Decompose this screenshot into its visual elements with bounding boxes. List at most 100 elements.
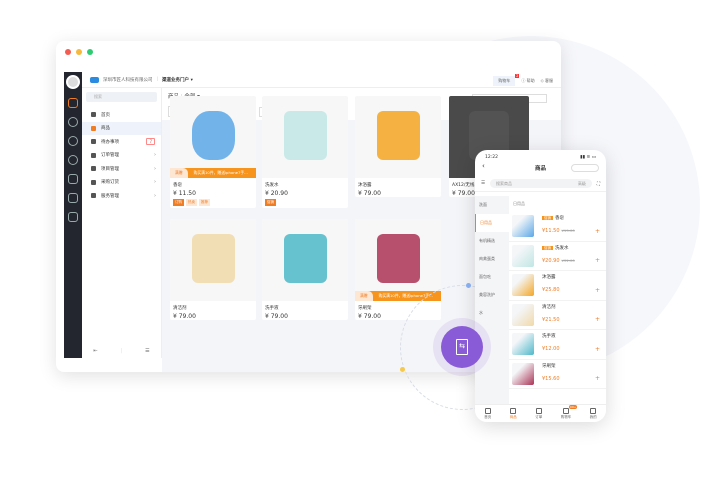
product-tags: 订购 热卖 推荐 (170, 197, 256, 208)
product-shape (191, 110, 235, 160)
tab-cart[interactable]: 购物车 99+ (560, 405, 578, 422)
category-item[interactable]: 面包吃 (479, 274, 491, 279)
product-tag: 推荐 (199, 199, 210, 206)
sidebar-item-label: 项目管理 (101, 166, 119, 172)
tab-home[interactable]: 首页 (484, 405, 491, 422)
tab-profile[interactable]: 我的 (590, 405, 597, 422)
price: ¥12.00 (542, 346, 560, 352)
tab-label: 购物车 (560, 415, 572, 419)
avatar[interactable] (66, 75, 80, 89)
product-tag: 订购 (173, 199, 184, 206)
phone-product-item[interactable]: 促销 洗发水 ¥20.90 ¥32.00 + (509, 242, 606, 271)
phone-title: 商品 (534, 166, 546, 172)
phone-product-item[interactable]: 洗手液 ¥12.00 + (509, 330, 606, 360)
close-dot[interactable] (65, 49, 71, 55)
product-thumbnail (512, 215, 534, 237)
decorative-dot (466, 283, 471, 288)
add-to-cart-icon[interactable]: + (594, 375, 600, 382)
todo-badge: 7 (146, 138, 155, 146)
add-to-cart-icon[interactable]: + (594, 316, 600, 323)
phone-product-name: 洗发水 (555, 245, 569, 251)
advanced-search-button[interactable]: 高级 (577, 180, 586, 186)
product-card[interactable]: 满赠 购买满10件，赠送iphone7手... 牙刷架 ¥ 79.00 (355, 219, 441, 320)
add-to-cart-icon[interactable]: + (594, 257, 600, 264)
service-button[interactable]: ◇ 客服 (540, 78, 553, 83)
phone-product-item[interactable]: 促销 香皂 ¥11.50 ¥15.00 + (509, 212, 606, 242)
product-card[interactable]: 满赠 购买满10件，赠送iphone7手... 香皂 ¥ 11.50 订购 热卖 推荐 (170, 96, 256, 208)
add-to-cart-icon[interactable]: + (594, 286, 600, 294)
chevron-right-icon: › (154, 165, 156, 172)
product-card[interactable]: 沐浴露 ¥ 79.00 (355, 96, 441, 197)
category-item[interactable]: 水 (479, 310, 483, 315)
grid-icon[interactable] (68, 212, 78, 222)
price: ¥25.80 (542, 287, 560, 293)
phone-search-input[interactable]: 搜索商品 高级 (490, 179, 592, 188)
menu-icon[interactable]: ☰ (481, 181, 486, 186)
maximize-dot[interactable] (87, 49, 93, 55)
menu-item-icon (91, 179, 96, 185)
sidebar: 搜索 首页 商品 待办事项 7 订单管理 › 项目管理 › 采购订货 › 服务管理 › ⇤ | ☰ (82, 88, 162, 358)
coin-icon[interactable] (68, 155, 78, 165)
product-price: ¥ 79.00 (358, 313, 381, 320)
phone-product-name: 香皂 (555, 216, 564, 221)
collapse-icon[interactable]: ⇤ (93, 348, 98, 354)
add-to-cart-icon[interactable]: + (594, 227, 600, 235)
convert-button[interactable]: ⇆ (441, 326, 483, 368)
category-item[interactable]: 美容洗护 (479, 292, 495, 297)
sidebar-item[interactable]: 服务管理 › (82, 189, 161, 203)
tab-goods[interactable]: 商品 (510, 405, 517, 422)
cart-badge: 2 (515, 74, 520, 78)
chat-icon[interactable] (68, 117, 78, 127)
help-button[interactable]: ⓘ 帮助 (521, 78, 535, 83)
status-time: 12:22 (485, 155, 498, 160)
sidebar-item-label: 商品 (101, 126, 110, 132)
product-card[interactable]: 清洁剂 ¥ 79.00 (170, 219, 256, 320)
check-icon[interactable] (68, 136, 78, 146)
category-item[interactable]: 有机精选 (479, 238, 495, 243)
phone-product-item[interactable]: 清洁剂 ¥21.50 + (509, 301, 606, 330)
phone-search-row: ☰ 搜索商品 高级 ⛶ (475, 176, 606, 192)
promo-tag: 促销 (542, 216, 553, 220)
menu-icon[interactable]: ☰ (145, 348, 150, 354)
phone-product-name: 牙刷架 (542, 363, 556, 369)
box-icon[interactable] (68, 193, 78, 203)
phone-product-item[interactable]: 沐浴露 ¥25.80 + (509, 271, 606, 301)
store-icon[interactable] (68, 98, 78, 108)
capsule-menu[interactable] (571, 164, 599, 172)
menu-item-icon (91, 112, 96, 118)
category-item[interactable]: 日用品 (475, 214, 509, 232)
product-shape (376, 110, 420, 160)
chart-icon[interactable] (68, 174, 78, 184)
sidebar-item-label: 订单管理 (101, 153, 119, 159)
tab-order[interactable]: 订单 (535, 405, 542, 422)
minimize-dot[interactable] (76, 49, 82, 55)
back-icon[interactable]: ‹ (482, 162, 485, 170)
sidebar-item[interactable]: 商品 (82, 121, 161, 135)
sidebar-item[interactable]: 订单管理 › (82, 149, 161, 163)
phone-product-name: 清洁剂 (542, 304, 556, 310)
sidebar-item[interactable]: 首页 (82, 108, 161, 122)
product-image: 满赠 购买满10件，赠送iphone7手... (355, 219, 441, 301)
cart-button[interactable]: 购物车 2 (493, 74, 520, 86)
product-image (262, 96, 348, 178)
sidebar-search[interactable]: 搜索 (86, 92, 157, 102)
product-tag: 促销 (265, 199, 276, 206)
menu-item-icon (91, 125, 96, 131)
portal-switcher[interactable]: 渠道业务门户 ▾ (162, 77, 193, 83)
product-price: ¥ 79.00 (265, 313, 288, 320)
scan-icon[interactable]: ⛶ (596, 181, 600, 187)
product-card[interactable]: 洗手液 ¥ 79.00 (262, 219, 348, 320)
phone-items: 促销 香皂 ¥11.50 ¥15.00 + 促销 洗发水 ¥20.90 ¥32.00 + 沐浴露 ¥2… (509, 212, 606, 389)
sidebar-item[interactable]: 项目管理 › (82, 162, 161, 176)
menu-item-icon (91, 152, 96, 158)
add-to-cart-icon[interactable]: + (594, 345, 600, 353)
category-item[interactable]: 肉禽蛋类 (479, 256, 495, 261)
product-thumbnail (512, 362, 534, 385)
sidebar-item[interactable]: 待办事项 7 (82, 135, 161, 149)
sidebar-item[interactable]: 采购订货 › (82, 176, 161, 190)
phone-product-item[interactable]: 牙刷架 ¥15.60 + (509, 360, 606, 389)
phone-search-placeholder: 搜索商品 (496, 180, 513, 186)
tab-bar: 首页 商品 订单 购物车 99+ 我的 (475, 404, 606, 422)
product-card[interactable]: 洗发水 ¥ 20.90 促销 (262, 96, 348, 208)
category-item[interactable]: 洗面 (479, 202, 487, 207)
